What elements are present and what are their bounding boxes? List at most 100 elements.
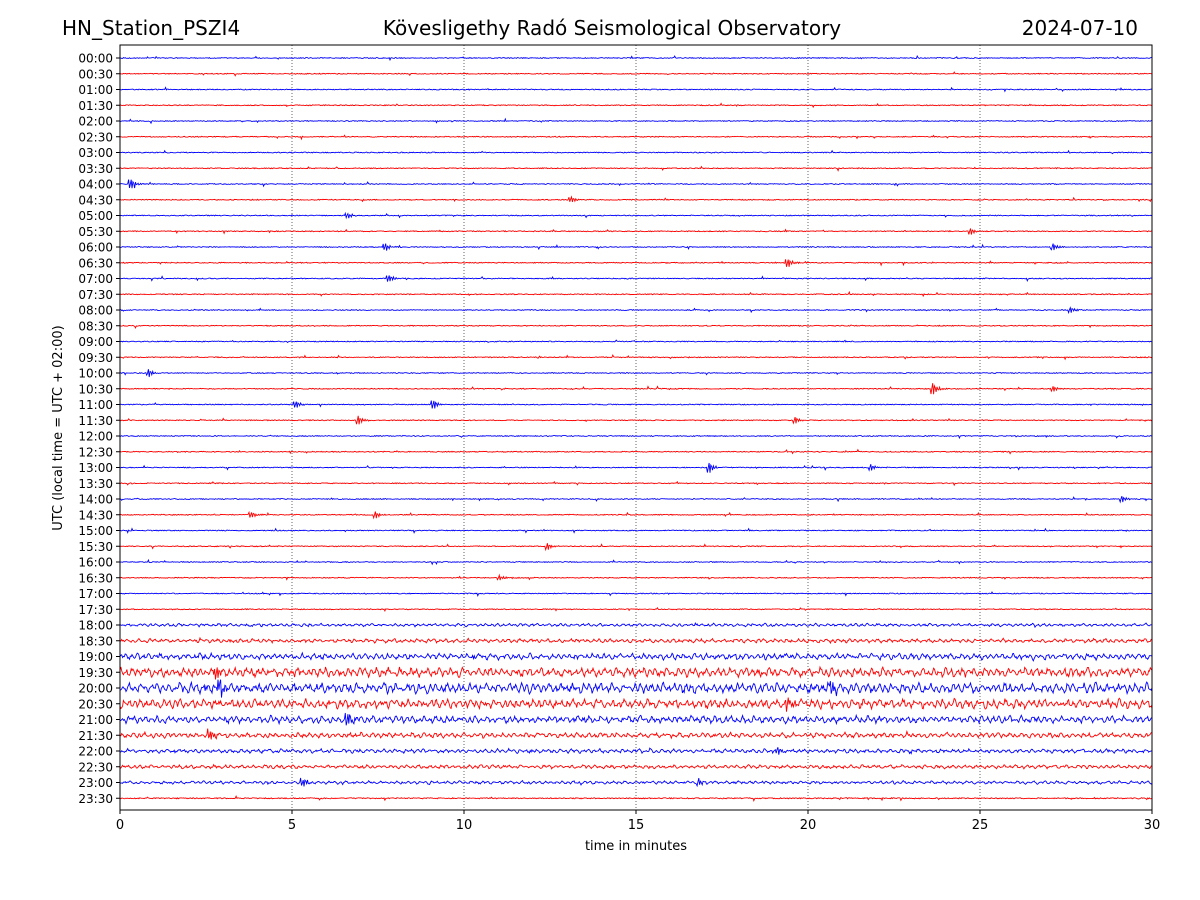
y-tick-label-0400: 04:00 xyxy=(78,178,113,192)
trace-1100 xyxy=(119,400,1152,409)
trace-0900 xyxy=(119,339,1153,344)
trace-1600 xyxy=(119,558,1153,566)
trace-0600 xyxy=(119,243,1153,251)
x-axis-label: time in minutes xyxy=(585,839,687,854)
y-tick-label-0000: 00:00 xyxy=(78,52,113,66)
trace-0500 xyxy=(119,211,1153,220)
trace-0230 xyxy=(119,134,1152,141)
y-tick-label-2230: 22:30 xyxy=(78,760,113,774)
trace-2200 xyxy=(119,747,1153,755)
y-tick-label-0030: 00:30 xyxy=(78,67,113,81)
trace-0200 xyxy=(119,117,1153,125)
y-tick-label-0930: 09:30 xyxy=(78,351,113,365)
y-tick-label-0800: 08:00 xyxy=(78,304,113,318)
y-tick-label-1030: 10:30 xyxy=(78,382,113,396)
y-axis-label: UTC (local time = UTC + 02:00) xyxy=(51,325,66,530)
y-tick-label-1930: 19:30 xyxy=(78,666,113,680)
trace-1930 xyxy=(119,665,1153,680)
trace-0800 xyxy=(119,306,1153,315)
y-tick-label-2130: 21:30 xyxy=(78,729,113,743)
y-tick-label-0900: 09:00 xyxy=(78,335,113,349)
trace-1630 xyxy=(119,573,1152,581)
trace-0730 xyxy=(119,290,1153,298)
y-tick-label-0730: 07:30 xyxy=(78,288,113,302)
trace-2300 xyxy=(119,777,1153,788)
trace-1900 xyxy=(119,651,1153,662)
trace-0030 xyxy=(119,71,1153,77)
trace-1400 xyxy=(119,496,1152,504)
y-tick-label-1200: 12:00 xyxy=(78,430,113,444)
y-tick-label-1630: 16:30 xyxy=(78,571,113,585)
y-tick-label-1000: 10:00 xyxy=(78,367,113,381)
trace-1830 xyxy=(119,636,1153,645)
y-tick-label-0300: 03:00 xyxy=(78,146,113,160)
y-tick-label-0630: 06:30 xyxy=(78,256,113,270)
y-tick-label-0200: 02:00 xyxy=(78,115,113,129)
y-tick-label-1430: 14:30 xyxy=(78,508,113,522)
date-title: 2024-07-10 xyxy=(1022,16,1138,40)
trace-1700 xyxy=(120,591,1153,597)
y-tick-label-0430: 04:30 xyxy=(78,193,113,207)
y-tick-label-0530: 05:30 xyxy=(78,225,113,239)
y-tick-label-2300: 23:00 xyxy=(78,776,113,790)
trace-0400 xyxy=(119,179,1153,189)
y-tick-label-0330: 03:30 xyxy=(78,162,113,176)
y-tick-label-1600: 16:00 xyxy=(78,556,113,570)
y-tick-label-2030: 20:30 xyxy=(78,697,113,711)
trace-0100 xyxy=(119,86,1153,93)
trace-0930 xyxy=(119,353,1153,361)
y-tick-label-2100: 21:00 xyxy=(78,713,113,727)
trace-1800 xyxy=(119,621,1152,629)
x-tick-label-15: 15 xyxy=(628,818,645,833)
x-tick-label-30: 30 xyxy=(1144,818,1161,833)
trace-0430 xyxy=(119,195,1153,203)
y-tick-label-1330: 13:30 xyxy=(78,477,113,491)
trace-2000 xyxy=(119,679,1153,698)
trace-2130 xyxy=(119,728,1153,740)
y-tick-label-2000: 20:00 xyxy=(78,682,113,696)
trace-0630 xyxy=(119,259,1153,267)
trace-1500 xyxy=(119,527,1153,534)
y-tick-label-1500: 15:00 xyxy=(78,524,113,538)
trace-1730 xyxy=(120,606,1153,612)
y-tick-label-0230: 02:30 xyxy=(78,130,113,144)
trace-1130 xyxy=(119,415,1153,425)
station-title: HN_Station_PSZI4 xyxy=(62,16,240,40)
trace-0130 xyxy=(119,102,1153,109)
x-tick-label-25: 25 xyxy=(972,818,989,833)
trace-1000 xyxy=(119,369,1153,378)
y-tick-label-2200: 22:00 xyxy=(78,745,113,759)
trace-0700 xyxy=(119,275,1153,282)
y-tick-label-1300: 13:00 xyxy=(78,461,113,475)
trace-1330 xyxy=(119,480,1152,487)
trace-1300 xyxy=(120,462,1153,473)
y-tick-label-1130: 11:30 xyxy=(78,414,113,428)
trace-0330 xyxy=(119,165,1153,172)
y-tick-label-1800: 18:00 xyxy=(78,619,113,633)
y-tick-label-1400: 14:00 xyxy=(78,493,113,507)
trace-2100 xyxy=(119,712,1153,726)
observatory-title: Kövesligethy Radó Seismological Observat… xyxy=(383,16,841,40)
plot-frame xyxy=(119,44,1153,811)
trace-2230 xyxy=(119,763,1153,770)
y-tick-label-0130: 01:30 xyxy=(78,99,113,113)
x-tick-label-5: 5 xyxy=(288,818,296,833)
trace-1200 xyxy=(119,434,1153,440)
trace-0830 xyxy=(119,324,1153,329)
x-tick-label-0: 0 xyxy=(116,818,124,833)
trace-2030 xyxy=(119,697,1153,712)
y-tick-label-1700: 17:00 xyxy=(78,587,113,601)
y-tick-label-2330: 23:30 xyxy=(78,792,113,806)
y-tick-label-0830: 08:30 xyxy=(78,319,113,333)
y-tick-label-0500: 05:00 xyxy=(78,209,113,223)
trace-1430 xyxy=(119,510,1153,520)
y-tick-label-1730: 17:30 xyxy=(78,603,113,617)
y-tick-label-1900: 19:00 xyxy=(78,650,113,664)
x-tick-label-20: 20 xyxy=(800,818,817,833)
trace-0300 xyxy=(119,149,1153,155)
y-tick-label-0600: 06:00 xyxy=(78,241,113,255)
y-tick-label-0100: 01:00 xyxy=(78,83,113,97)
y-tick-label-1100: 11:00 xyxy=(78,398,113,412)
trace-0530 xyxy=(119,228,1153,235)
